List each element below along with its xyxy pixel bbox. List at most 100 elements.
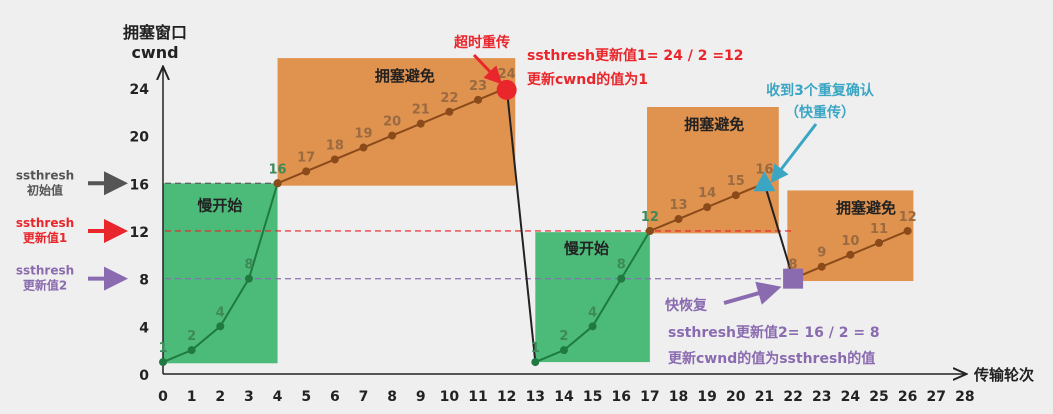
data-label: 2 bbox=[559, 329, 568, 344]
x-tick-label: 8 bbox=[387, 389, 397, 405]
y-tick-label: 16 bbox=[130, 177, 149, 193]
x-tick-label: 13 bbox=[526, 389, 545, 405]
fast-recovery-arrow-icon bbox=[723, 281, 782, 305]
threshold-label: ssthresh bbox=[16, 216, 74, 230]
data-label: 9 bbox=[817, 246, 826, 261]
x-tick-label: 28 bbox=[955, 389, 974, 405]
y-axis-title: 拥塞窗口 bbox=[123, 23, 187, 42]
data-point bbox=[445, 107, 454, 116]
data-point bbox=[703, 203, 712, 212]
data-point bbox=[531, 358, 540, 367]
data-point bbox=[903, 226, 912, 235]
window-drop-line bbox=[505, 87, 537, 363]
data-label: 1 bbox=[158, 341, 167, 356]
fast-retransmit-marker bbox=[753, 171, 776, 192]
data-point bbox=[416, 119, 425, 128]
data-point bbox=[359, 143, 368, 152]
phase-label: 慢开始 bbox=[564, 240, 609, 258]
data-label: 19 bbox=[354, 127, 372, 142]
data-point bbox=[244, 274, 253, 283]
timeout-marker bbox=[496, 79, 517, 100]
y-tick-label: 0 bbox=[139, 368, 149, 384]
data-label: 16 bbox=[269, 162, 287, 177]
data-point bbox=[731, 191, 740, 200]
x-axis-title: 传输轮次 bbox=[973, 366, 1034, 384]
x-tick-label: 11 bbox=[468, 389, 487, 405]
data-label: 2 bbox=[187, 329, 196, 344]
data-label: 22 bbox=[440, 91, 458, 106]
timeout-label: 超时重传 bbox=[453, 34, 510, 51]
data-point bbox=[302, 167, 311, 176]
x-tick-label: 22 bbox=[783, 389, 802, 405]
x-tick-label: 12 bbox=[497, 389, 516, 405]
x-tick-label: 19 bbox=[697, 389, 716, 405]
data-label: 18 bbox=[326, 138, 344, 153]
dup-ack-label-1: 收到3个重复确认 bbox=[766, 82, 875, 99]
x-tick-label: 25 bbox=[869, 389, 888, 405]
fast-recovery-marker bbox=[783, 268, 804, 289]
threshold-label: 初始值 bbox=[27, 182, 63, 197]
x-tick-label: 2 bbox=[215, 389, 225, 405]
data-label: 10 bbox=[841, 234, 859, 249]
x-tick-label: 17 bbox=[640, 389, 659, 405]
dup-ack-arrow-icon bbox=[770, 123, 818, 184]
data-point bbox=[216, 322, 225, 331]
x-tick-label: 14 bbox=[554, 389, 574, 405]
timeout-note-2: 更新cwnd的值为1 bbox=[527, 71, 648, 88]
data-point bbox=[645, 226, 654, 235]
x-tick-label: 0 bbox=[158, 389, 168, 405]
data-label: 4 bbox=[216, 305, 225, 320]
y-tick-label: 4 bbox=[139, 320, 149, 336]
timeout-arrow-icon bbox=[472, 53, 503, 85]
data-label: 23 bbox=[469, 79, 487, 94]
data-label: 14 bbox=[698, 186, 716, 201]
data-point bbox=[875, 238, 883, 247]
data-label: 12 bbox=[899, 210, 917, 225]
phase-region bbox=[787, 190, 914, 282]
phase-label: 慢开始 bbox=[197, 197, 242, 215]
x-tick-label: 23 bbox=[812, 389, 831, 405]
data-point bbox=[474, 95, 483, 104]
data-label: 16 bbox=[755, 162, 773, 177]
x-tick-label: 7 bbox=[359, 389, 369, 405]
phase-label: 拥塞避免 bbox=[684, 116, 744, 134]
data-label: 1 bbox=[531, 341, 540, 356]
threshold-label: 更新值2 bbox=[23, 278, 67, 293]
phase-label: 拥塞避免 bbox=[836, 199, 896, 217]
x-tick-label: 21 bbox=[755, 389, 774, 405]
x-tick-label: 20 bbox=[726, 389, 746, 405]
x-tick-label: 4 bbox=[273, 389, 283, 405]
data-point bbox=[846, 250, 855, 259]
x-tick-label: 18 bbox=[669, 389, 688, 405]
fast-recovery-note-2: 更新cwnd的值为ssthresh的值 bbox=[668, 350, 875, 367]
data-label: 8 bbox=[789, 258, 798, 273]
fast-recovery-label: 快恢复 bbox=[665, 297, 708, 314]
phase-region bbox=[535, 232, 650, 363]
phase-label: 拥塞避免 bbox=[375, 67, 435, 85]
x-tick-label: 1 bbox=[187, 389, 197, 405]
dup-ack-label-2: （快重传） bbox=[785, 104, 855, 121]
x-tick-label: 3 bbox=[244, 389, 254, 405]
threshold-label: 更新值1 bbox=[23, 230, 67, 245]
data-point bbox=[588, 322, 597, 331]
data-point bbox=[817, 262, 826, 271]
x-tick-label: 16 bbox=[611, 389, 630, 405]
data-point bbox=[159, 358, 167, 367]
y-tick-label: 24 bbox=[130, 82, 150, 98]
threshold-label: ssthresh bbox=[16, 168, 74, 182]
y-tick-label: 8 bbox=[139, 273, 149, 289]
x-tick-label: 15 bbox=[583, 389, 602, 405]
data-label: 4 bbox=[588, 305, 597, 320]
data-label: 24 bbox=[498, 67, 516, 82]
data-label: 15 bbox=[727, 174, 745, 189]
data-label: 20 bbox=[383, 115, 401, 130]
data-label: 13 bbox=[669, 198, 687, 213]
x-tick-label: 10 bbox=[440, 389, 460, 405]
data-point bbox=[187, 346, 196, 355]
data-point bbox=[559, 346, 568, 355]
data-label: 21 bbox=[412, 103, 430, 118]
data-label: 8 bbox=[617, 258, 626, 273]
data-label: 8 bbox=[244, 258, 253, 273]
data-point bbox=[674, 215, 683, 224]
